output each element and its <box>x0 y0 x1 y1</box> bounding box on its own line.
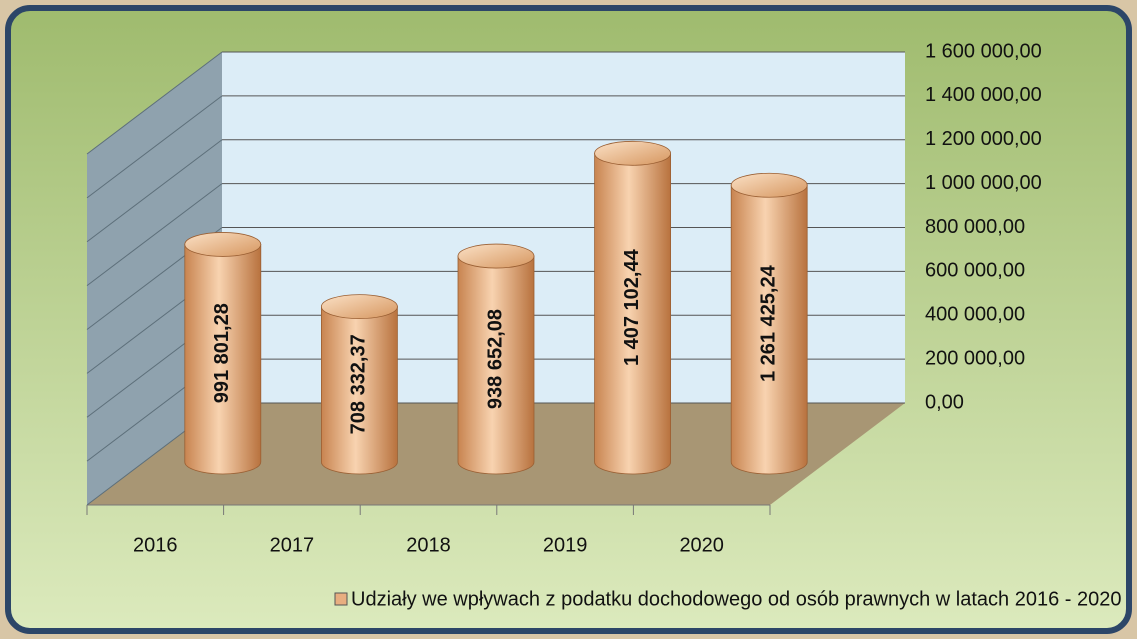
y-tick-label: 1 000 000,00 <box>925 172 1042 194</box>
y-tick-label: 1 200 000,00 <box>925 128 1042 150</box>
bar-top <box>457 243 535 269</box>
bar <box>321 306 398 475</box>
y-tick-label: 200 000,00 <box>925 347 1025 369</box>
bar <box>594 152 671 475</box>
value-label: 938 652,08 <box>484 309 506 409</box>
x-tick-label: 2019 <box>543 534 588 556</box>
bar-group: 991 801,28 <box>184 232 262 475</box>
bar-group: 938 652,08 <box>457 243 535 475</box>
y-tick-label: 1 600 000,00 <box>925 40 1042 62</box>
bar-group: 708 332,37 <box>320 294 398 475</box>
grid-line <box>86 183 223 287</box>
legend-marker <box>334 592 348 606</box>
grid-line <box>86 51 223 155</box>
bar-group: 1 261 425,24 <box>730 172 808 475</box>
grid-line <box>86 95 223 199</box>
value-label: 991 801,28 <box>211 303 233 403</box>
legend-label: Udziały we wpływach z podatku dochodoweg… <box>351 588 1121 610</box>
y-tick-label: 1 400 000,00 <box>925 84 1042 106</box>
y-tick-label: 800 000,00 <box>925 216 1025 238</box>
x-tick-label: 2018 <box>406 534 451 556</box>
bar <box>184 244 262 475</box>
value-label: 1 261 425,24 <box>757 264 779 382</box>
bar-top <box>184 232 262 257</box>
grid-line <box>86 139 223 243</box>
y-tick-label: 0,00 <box>925 391 964 413</box>
bar-top <box>594 140 671 166</box>
x-tick-label: 2020 <box>679 534 724 556</box>
value-label: 1 407 102,44 <box>621 248 643 366</box>
y-tick-label: 600 000,00 <box>925 260 1025 282</box>
bar <box>457 255 535 475</box>
bar-top <box>730 172 808 198</box>
x-tick-label: 2017 <box>270 534 315 556</box>
x-tick-label: 2016 <box>133 534 178 556</box>
bar <box>730 184 808 475</box>
bar-top <box>320 294 398 320</box>
value-label: 708 332,37 <box>348 334 370 434</box>
y-tick-label: 400 000,00 <box>925 304 1025 326</box>
bar-group: 1 407 102,44 <box>594 140 671 475</box>
